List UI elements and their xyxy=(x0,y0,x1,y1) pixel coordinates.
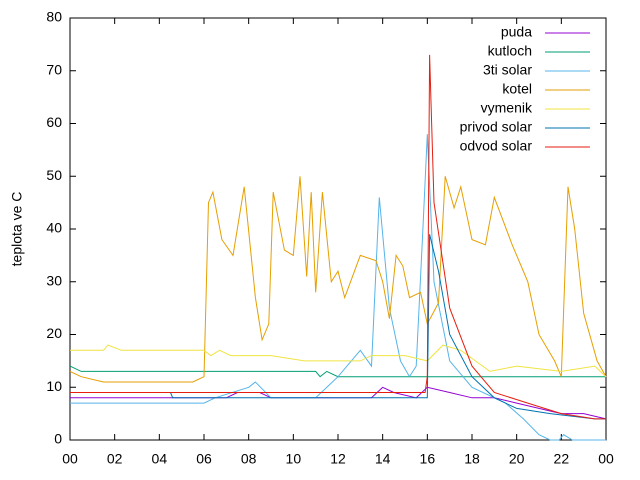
series-line xyxy=(70,344,607,378)
x-tick-label: 20 xyxy=(509,451,525,467)
x-tick-label: 00 xyxy=(62,451,78,467)
x-tick-label: 06 xyxy=(196,451,212,467)
series-line xyxy=(70,54,606,420)
legend-label: odvod solar xyxy=(460,138,533,154)
legend-label: 3ti solar xyxy=(483,62,532,78)
y-tick-label: 20 xyxy=(46,325,62,341)
series-line xyxy=(70,134,606,441)
x-tick-label: 18 xyxy=(464,451,480,467)
x-tick-label: 16 xyxy=(420,451,436,467)
legend-label: privod solar xyxy=(460,119,533,135)
y-axis-label: teplota ve C xyxy=(9,192,25,267)
series-line xyxy=(69,176,607,383)
x-tick-label: 08 xyxy=(241,451,257,467)
legend-label: vymenik xyxy=(481,100,533,116)
y-tick-label: 30 xyxy=(46,272,62,288)
x-tick-label: 04 xyxy=(152,451,168,467)
y-tick-label: 10 xyxy=(46,378,62,394)
legend-label: kotel xyxy=(502,81,532,97)
x-tick-label: 12 xyxy=(330,451,346,467)
y-tick-label: 80 xyxy=(46,9,62,25)
y-tick-label: 70 xyxy=(46,61,62,77)
legend-label: puda xyxy=(501,24,532,40)
series-line xyxy=(70,234,606,420)
series-line xyxy=(69,365,606,378)
x-tick-label: 00 xyxy=(598,451,614,467)
y-tick-label: 0 xyxy=(54,431,62,447)
x-tick-label: 14 xyxy=(375,451,391,467)
y-tick-label: 50 xyxy=(46,167,62,183)
y-tick-label: 60 xyxy=(46,114,62,130)
y-tick-label: 40 xyxy=(46,220,62,236)
x-tick-label: 02 xyxy=(107,451,123,467)
x-tick-label: 22 xyxy=(554,451,570,467)
x-tick-label: 10 xyxy=(286,451,302,467)
legend-label: kutloch xyxy=(488,43,532,59)
